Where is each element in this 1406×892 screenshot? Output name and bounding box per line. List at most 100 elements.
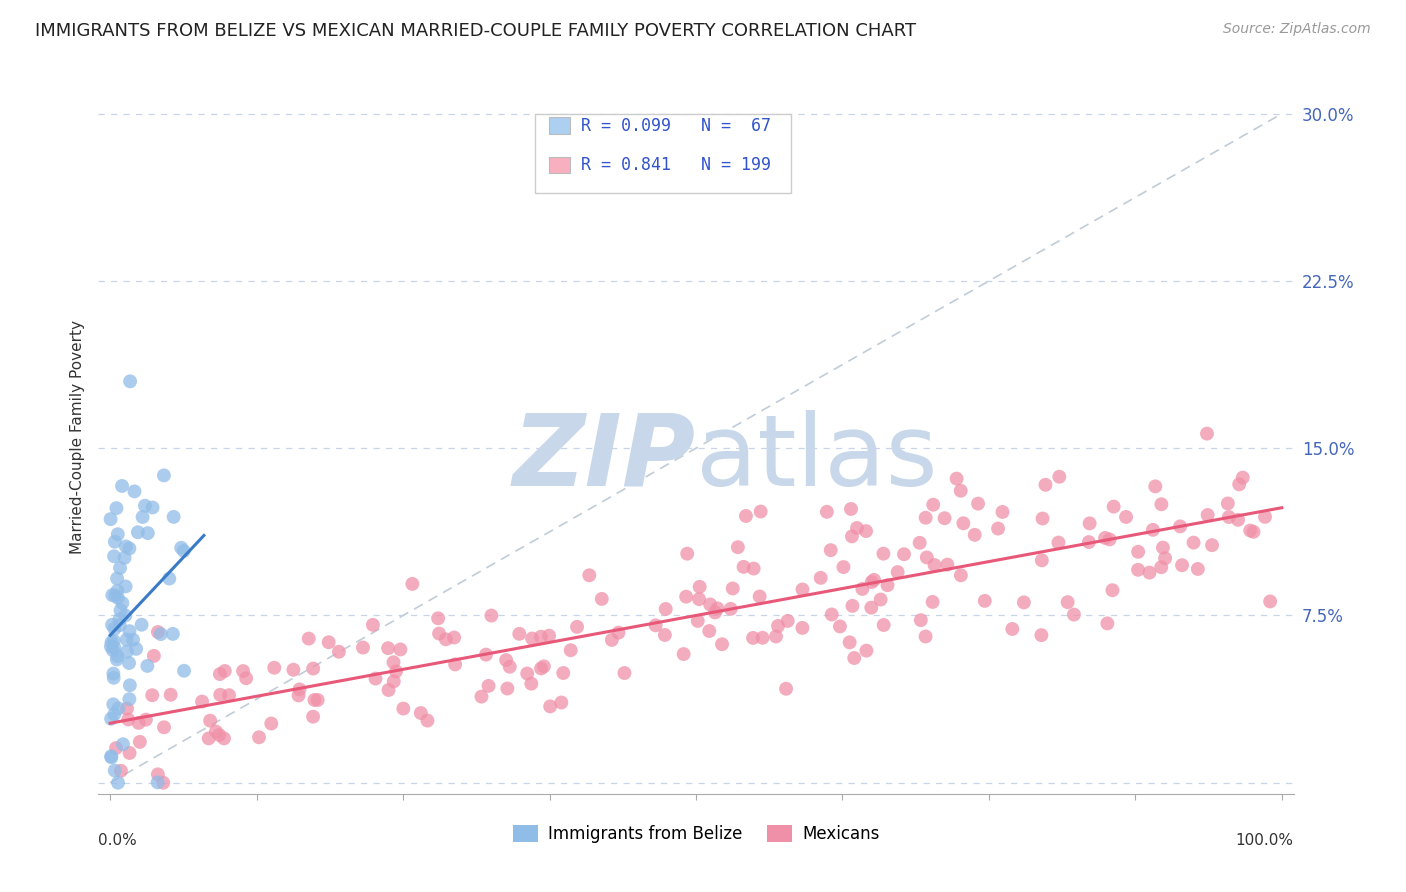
Point [120, 375, 142, 389]
Point [131, 510, 153, 524]
Point [114, 608, 136, 623]
Point [792, 582, 814, 597]
Point [101, 617, 124, 632]
Point [103, 633, 125, 648]
Point [232, 664, 254, 678]
Text: IMMIGRANTS FROM BELIZE VS MEXICAN MARRIED-COUPLE FAMILY POVERTY CORRELATION CHAR: IMMIGRANTS FROM BELIZE VS MEXICAN MARRIE… [35, 22, 917, 40]
Point [810, 571, 832, 585]
Point [600, 632, 623, 647]
Point [1094, 531, 1116, 545]
Point [283, 663, 305, 677]
Point [128, 715, 150, 730]
Point [949, 483, 972, 498]
Text: 100.0%: 100.0% [1236, 833, 1294, 848]
Point [872, 547, 894, 561]
Point [560, 643, 582, 657]
Point [936, 558, 959, 572]
Text: 0.0%: 0.0% [98, 833, 138, 848]
Point [105, 572, 128, 586]
Point [444, 657, 467, 672]
Point [886, 565, 908, 579]
Point [846, 521, 869, 535]
Point [1115, 510, 1137, 524]
Point [1195, 426, 1218, 441]
Point [1031, 553, 1053, 567]
Point [838, 635, 860, 649]
Point [735, 508, 758, 523]
Text: R = 0.841   N = 199: R = 0.841 N = 199 [581, 156, 770, 174]
Point [1056, 595, 1078, 609]
Point [212, 731, 235, 746]
Point [427, 611, 450, 625]
Point [967, 497, 990, 511]
Point [748, 590, 770, 604]
Point [591, 591, 613, 606]
Point [869, 592, 891, 607]
Point [1012, 595, 1035, 609]
Point [910, 613, 932, 627]
Point [302, 709, 325, 723]
Point [1142, 523, 1164, 537]
Point [751, 631, 773, 645]
Point [100, 512, 122, 526]
Point [409, 706, 432, 720]
Point [863, 573, 886, 587]
Point [973, 594, 995, 608]
Point [1243, 524, 1265, 539]
Point [1001, 622, 1024, 636]
Point [118, 746, 141, 760]
Point [945, 472, 967, 486]
Point [103, 640, 125, 655]
Point [1031, 628, 1053, 642]
Point [496, 681, 519, 696]
Point [1035, 477, 1057, 491]
Point [828, 619, 851, 633]
Text: ZIP: ZIP [513, 410, 696, 507]
Point [706, 601, 728, 615]
Point [162, 627, 184, 641]
Point [607, 625, 630, 640]
Text: atlas: atlas [696, 410, 938, 507]
Point [1078, 516, 1101, 531]
Point [122, 632, 145, 647]
Point [991, 505, 1014, 519]
Point [107, 649, 129, 664]
Point [111, 737, 134, 751]
Point [100, 750, 122, 764]
Point [520, 632, 543, 646]
Point [135, 713, 157, 727]
Point [218, 688, 240, 702]
Point [146, 625, 169, 640]
Point [1098, 533, 1121, 547]
Point [352, 640, 374, 655]
Point [908, 536, 931, 550]
Point [963, 528, 986, 542]
Point [792, 621, 814, 635]
Point [1201, 538, 1223, 552]
Point [302, 662, 325, 676]
Point [141, 688, 163, 702]
Point [103, 707, 125, 722]
Point [914, 630, 936, 644]
Point [392, 701, 415, 715]
Point [644, 618, 666, 632]
Point [298, 632, 321, 646]
Point [162, 509, 184, 524]
Point [205, 724, 228, 739]
Point [110, 603, 132, 617]
Point [530, 630, 553, 644]
Point [134, 499, 156, 513]
Point [1031, 511, 1053, 525]
Point [1047, 469, 1070, 483]
Point [247, 731, 270, 745]
Point [721, 582, 744, 596]
Point [118, 624, 141, 639]
Point [100, 712, 122, 726]
Point [111, 596, 134, 610]
Point [377, 641, 399, 656]
Point [538, 629, 561, 643]
Point [136, 526, 159, 541]
Point [924, 558, 946, 572]
Point [131, 617, 153, 632]
Point [860, 600, 883, 615]
